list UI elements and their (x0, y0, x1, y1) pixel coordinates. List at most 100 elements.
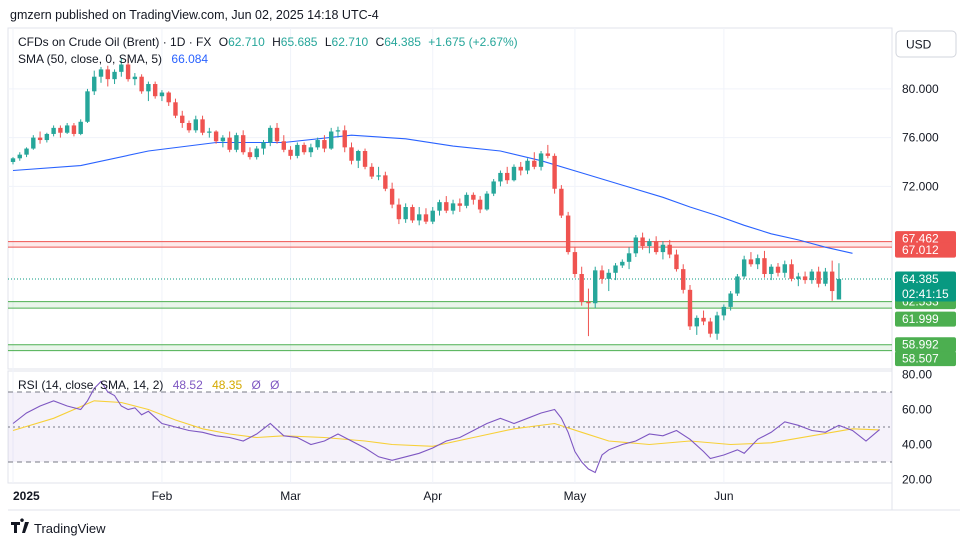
candle-body (802, 276, 808, 281)
sma-indicator-value: 66.084 (171, 52, 208, 66)
rsi-axis-tick: 80.00 (902, 368, 932, 382)
candle-body (369, 166, 375, 177)
candle-body (200, 119, 205, 133)
level-label: 58.992 (902, 338, 939, 352)
candle-body (71, 125, 77, 134)
candle-body (491, 181, 496, 194)
candle-body (44, 133, 50, 141)
candle-body (450, 203, 456, 211)
candle-body (146, 84, 151, 92)
candle-body (762, 258, 767, 275)
candle-body (538, 153, 544, 167)
level-label-box (895, 311, 956, 327)
candle-body (545, 153, 551, 156)
candle-body (741, 259, 747, 277)
candle-body (518, 166, 523, 171)
candle-body (477, 199, 483, 210)
candle-body (498, 172, 503, 182)
candle-body (159, 92, 165, 97)
candle-body (430, 210, 435, 222)
time-axis-label: Jun (714, 489, 733, 503)
rsi-legend: RSI (14, close, SMA, 14, 2) 48.52 48.35 … (18, 378, 280, 392)
currency-button[interactable]: USD (895, 30, 957, 58)
candle-body (687, 289, 693, 327)
open-label: O (219, 35, 228, 49)
candle-body (152, 84, 158, 97)
level-label-box (895, 242, 956, 258)
rsi-indicator-label[interactable]: RSI (14, close, SMA, 14, 2) (18, 378, 163, 392)
candle-body (620, 261, 625, 266)
candle-body (342, 130, 347, 148)
candle-body (349, 147, 354, 161)
candle-body (823, 271, 828, 284)
candle-body (728, 293, 733, 307)
candle-body (78, 121, 83, 134)
price-axis[interactable]: 80.000 76.000 72.000 (902, 82, 939, 193)
candle-body (92, 76, 97, 92)
candle-body (85, 91, 90, 122)
low-label: L (325, 35, 332, 49)
rsi-axis[interactable]: 80.00 60.00 40.00 20.00 (902, 368, 932, 487)
high-label: H (272, 35, 281, 49)
rsi-axis-tick: 40.00 (902, 438, 932, 452)
candle-body (64, 125, 70, 133)
candle-body (186, 122, 192, 131)
resistance-zone (8, 241, 892, 248)
last-price-label-text: 64.385 (902, 272, 939, 286)
candle-body (532, 160, 537, 167)
candle-body (809, 271, 815, 281)
publisher-caption: gmzern published on TradingView.com, Jun… (10, 8, 379, 22)
candle-body (119, 64, 124, 72)
candle-body (17, 154, 22, 159)
candle-body (647, 241, 652, 246)
candle-body (362, 151, 368, 167)
rsi-value: 48.52 (173, 378, 203, 392)
change-value: +1.675 (+2.67%) (428, 35, 517, 49)
candle-body (376, 175, 381, 177)
candle-body (268, 127, 273, 143)
rsi-line (12, 380, 880, 474)
candle-body (220, 137, 226, 142)
candle-body (667, 244, 672, 255)
price-axis-level-labels: 67.46267.01262.53361.99958.99258.50764.3… (895, 231, 956, 367)
candle-body (694, 317, 699, 327)
open-value: 62.710 (228, 35, 265, 49)
svg-text:CFDs on Crude Oil (Brent) · 1D: CFDs on Crude Oil (Brent) · 1D · FX O62.… (18, 35, 518, 49)
level-label: 61.999 (902, 312, 939, 326)
candle-body (606, 272, 611, 279)
candle-body (308, 147, 314, 153)
symbol-label[interactable]: CFDs on Crude Oil (Brent) · 1D · FX (18, 35, 211, 49)
price-axis-tick: 80.000 (902, 82, 939, 96)
candle-body (613, 265, 618, 273)
time-axis-label: Apr (423, 489, 442, 503)
candle-body (748, 259, 754, 265)
candle-body (796, 276, 801, 279)
price-axis-tick: 72.000 (902, 179, 939, 193)
sma-indicator-label[interactable]: SMA (50, close, 0, SMA, 5) (18, 52, 162, 66)
rsi-band-lines (8, 391, 892, 463)
candle-body (315, 140, 320, 148)
level-label-box (895, 351, 956, 367)
candle-body (457, 203, 463, 206)
candle-body (484, 193, 490, 210)
time-axis[interactable]: 2025 Feb Mar Apr May Jun (13, 489, 734, 503)
candle-body (247, 152, 253, 158)
candle-body (444, 202, 449, 211)
candle-body (24, 148, 29, 155)
level-label-box (895, 337, 956, 353)
candle-body (505, 172, 510, 181)
candle-body (640, 237, 645, 246)
candle-body (383, 175, 388, 189)
rsi-axis-tick: 60.00 (902, 403, 932, 417)
candle-body (288, 149, 293, 156)
candle-body (789, 264, 794, 279)
support-zone (8, 301, 892, 309)
candle-body (105, 69, 110, 80)
candle-body (593, 270, 598, 304)
candle-body (816, 271, 821, 284)
candle-body (714, 315, 720, 334)
rsi-extra-2: Ø (270, 378, 279, 392)
candle-body (511, 166, 517, 181)
candle-body (464, 194, 469, 206)
